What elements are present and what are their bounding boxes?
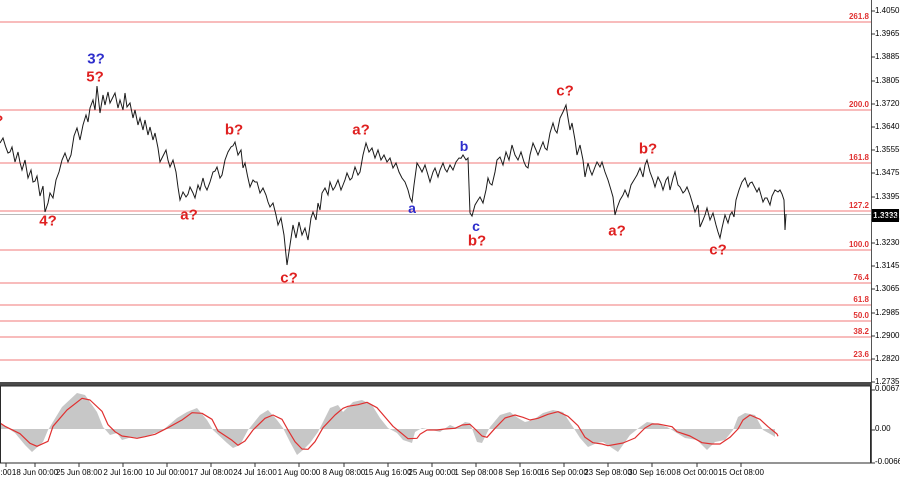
oscillator-signal-line bbox=[0, 397, 779, 450]
oscillator-area bbox=[0, 393, 775, 455]
panel-separator bbox=[0, 382, 871, 386]
oscillator-frame bbox=[0, 385, 871, 464]
price-series-path bbox=[0, 85, 787, 266]
